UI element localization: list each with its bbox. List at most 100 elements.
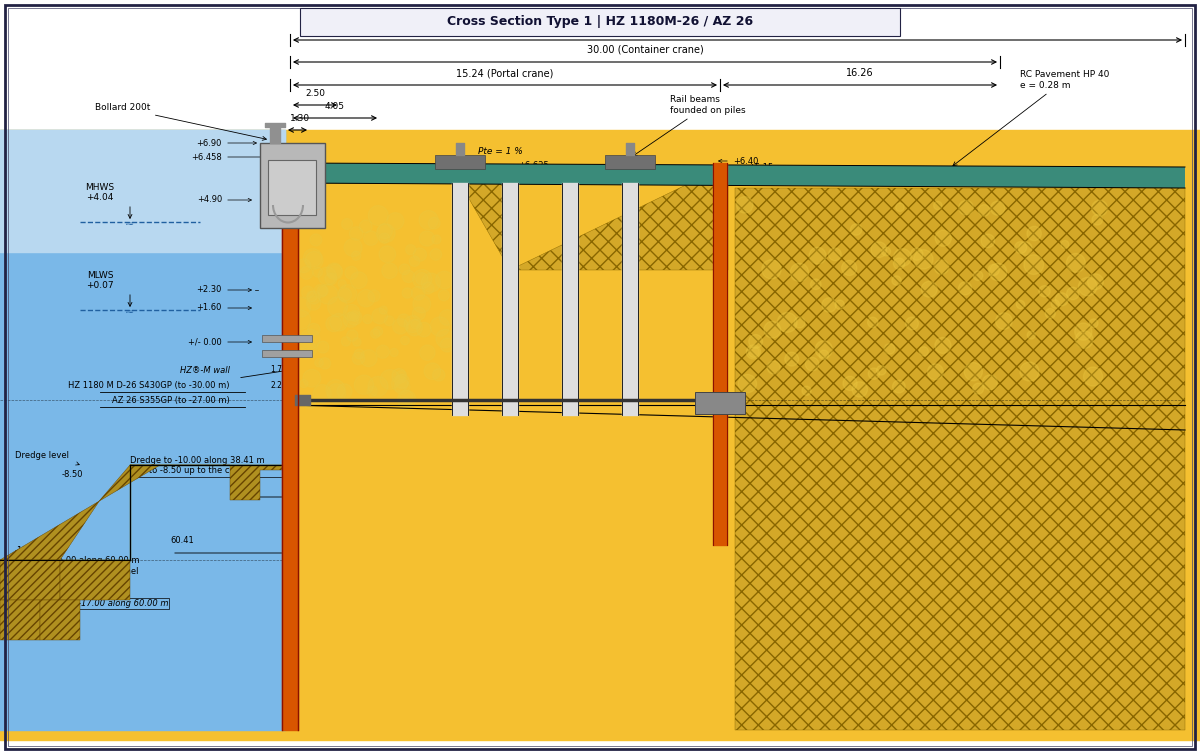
Circle shape [404, 316, 421, 333]
Circle shape [438, 290, 449, 301]
Circle shape [397, 314, 410, 326]
Circle shape [354, 375, 373, 394]
Circle shape [815, 341, 833, 358]
Circle shape [379, 306, 388, 314]
Circle shape [805, 357, 818, 371]
Text: Variable: Variable [718, 22, 757, 32]
Circle shape [1051, 300, 1060, 308]
Circle shape [392, 369, 407, 383]
Circle shape [749, 347, 760, 357]
Text: Dredge level: Dredge level [14, 451, 70, 460]
Circle shape [894, 249, 911, 266]
Circle shape [420, 345, 436, 360]
Bar [300, 8, 900, 36]
Circle shape [292, 310, 311, 329]
Text: MLWS
+0.07: MLWS +0.07 [86, 271, 114, 290]
Text: -10.00: -10.00 [318, 495, 344, 504]
Circle shape [412, 287, 425, 300]
Bar [260, 143, 325, 228]
Circle shape [842, 376, 857, 391]
Circle shape [791, 263, 809, 281]
Circle shape [868, 317, 878, 328]
Text: rest to -12.50 up to the channel: rest to -12.50 up to the channel [5, 567, 138, 576]
Circle shape [352, 251, 361, 260]
Circle shape [965, 363, 983, 381]
Circle shape [367, 386, 377, 397]
Text: 4.05: 4.05 [325, 102, 346, 111]
Text: Natural Soil: Natural Soil [624, 425, 676, 434]
Circle shape [347, 310, 362, 325]
Circle shape [382, 263, 397, 278]
Bar [436, 155, 485, 169]
Circle shape [376, 345, 389, 358]
Circle shape [1055, 293, 1068, 306]
Circle shape [906, 317, 918, 329]
Text: +3.00: +3.00 [318, 246, 343, 255]
Polygon shape [734, 188, 1186, 730]
Circle shape [935, 230, 952, 247]
Circle shape [1039, 286, 1050, 297]
Circle shape [415, 273, 428, 285]
Circle shape [1020, 362, 1039, 381]
Circle shape [344, 238, 362, 256]
Circle shape [746, 345, 761, 359]
Circle shape [392, 319, 408, 334]
Circle shape [402, 288, 413, 298]
Circle shape [299, 348, 306, 356]
Circle shape [300, 379, 308, 388]
Circle shape [402, 270, 414, 283]
Text: -9.00: -9.00 [318, 461, 340, 470]
Text: +4.10: +4.10 [318, 203, 343, 212]
Circle shape [310, 234, 322, 246]
Text: -15.00: -15.00 [318, 499, 344, 508]
Circle shape [983, 375, 997, 390]
Circle shape [1092, 201, 1108, 216]
Polygon shape [510, 183, 728, 270]
Circle shape [342, 219, 353, 229]
Circle shape [1027, 226, 1042, 241]
Circle shape [892, 276, 901, 285]
Text: 2.5
1: 2.5 1 [684, 210, 696, 230]
Circle shape [413, 307, 426, 320]
Polygon shape [290, 163, 1186, 188]
Polygon shape [0, 560, 60, 600]
Circle shape [428, 217, 440, 229]
Circle shape [835, 300, 845, 309]
Circle shape [919, 347, 929, 356]
Bar [262, 335, 312, 342]
Text: -6.00: -6.00 [748, 541, 769, 550]
Text: ≈: ≈ [125, 307, 134, 317]
Circle shape [343, 312, 359, 327]
Bar [605, 155, 655, 169]
Circle shape [326, 384, 346, 403]
Circle shape [430, 249, 442, 260]
Circle shape [368, 376, 388, 397]
Text: 15.24 (Portal crane): 15.24 (Portal crane) [456, 68, 553, 78]
Text: 60.41: 60.41 [170, 536, 193, 545]
Text: +/- 0.00: +/- 0.00 [188, 338, 222, 347]
Circle shape [1061, 241, 1069, 248]
Circle shape [990, 201, 1004, 216]
Text: Pte = 1 %: Pte = 1 % [478, 148, 522, 157]
Circle shape [400, 264, 410, 274]
Circle shape [330, 314, 348, 331]
Circle shape [884, 344, 895, 354]
Text: HZ®-M wall: HZ®-M wall [180, 366, 230, 375]
Circle shape [313, 385, 331, 403]
Circle shape [371, 329, 380, 339]
Text: +5.425: +5.425 [518, 167, 548, 176]
Text: +5.00: +5.00 [318, 183, 343, 192]
Circle shape [413, 295, 431, 313]
Circle shape [302, 369, 320, 388]
Circle shape [350, 311, 360, 321]
Circle shape [344, 266, 358, 279]
Circle shape [1067, 253, 1085, 272]
Circle shape [397, 391, 416, 409]
Circle shape [785, 352, 799, 366]
Circle shape [379, 246, 396, 262]
Text: 1: 1 [738, 210, 743, 219]
Circle shape [401, 336, 409, 345]
Circle shape [1075, 331, 1093, 348]
Text: Rail beams
founded on piles: Rail beams founded on piles [634, 95, 745, 156]
Circle shape [360, 350, 377, 366]
